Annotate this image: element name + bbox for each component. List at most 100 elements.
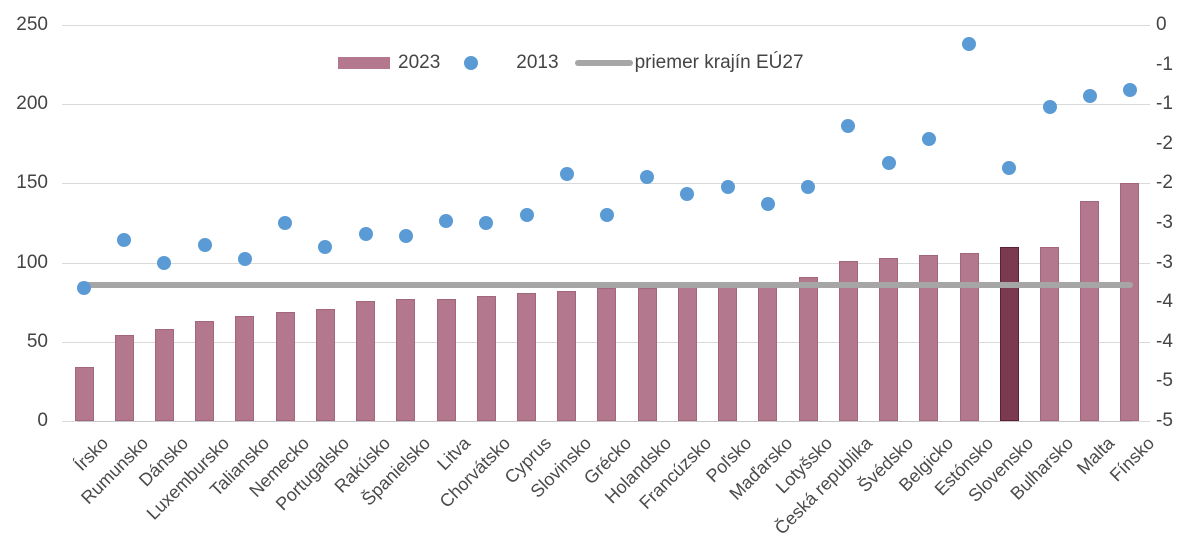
y-axis-label-right: -2 (1156, 172, 1173, 194)
legend-label-2013: 2013 (516, 52, 559, 73)
bar-2023 (798, 276, 818, 421)
gridline (62, 183, 1140, 185)
bar-2023 (74, 367, 94, 421)
dot-2013 (760, 196, 775, 211)
dot-2013 (398, 228, 413, 243)
y-axis-label-right: 0 (1156, 14, 1167, 35)
dot-2013 (197, 238, 212, 253)
dot-2013 (720, 179, 735, 194)
left-tick (62, 104, 78, 106)
bar-2023 (1040, 246, 1060, 421)
eu27-average-line (78, 281, 1133, 288)
left-tick (62, 341, 78, 343)
dot-swatch-icon (464, 56, 479, 70)
legend-label-eu27-average: priemer krajín EÚ27 (634, 52, 804, 73)
bar-swatch-icon (338, 57, 390, 69)
dot-2013 (1002, 160, 1017, 175)
y-axis-label-right: -5 (1156, 370, 1173, 392)
line-swatch-icon (574, 60, 633, 66)
bar-2023 (476, 295, 496, 421)
bar-2023 (758, 286, 778, 421)
y-axis-label-right: -1 (1156, 93, 1173, 115)
right-tick (1132, 421, 1150, 422)
bar-2023 (275, 311, 295, 421)
y-axis-label-right: -3 (1156, 212, 1173, 233)
y-axis-label-right: -5 (1156, 410, 1173, 431)
x-axis-label: Fínsko (1105, 433, 1159, 486)
bar-2023 (356, 300, 376, 421)
y-axis-label-left: 100 (16, 251, 48, 273)
legend-item-eu27-average: priemer krajín EÚ27 (574, 52, 804, 74)
dot-2013 (801, 179, 816, 194)
bar-2023 (879, 257, 899, 421)
bar-2023 (195, 321, 215, 421)
left-tick (62, 421, 78, 422)
dot-2013 (439, 214, 454, 229)
y-axis-label-right: -4 (1156, 291, 1173, 313)
dot-2013 (157, 255, 172, 270)
y-axis-label-left: 150 (16, 172, 48, 194)
dot-2013 (77, 280, 91, 295)
right-tick (1132, 104, 1150, 106)
dot-2013 (1042, 100, 1057, 115)
legend: 2023 2013 priemer krajín EÚ27 (338, 50, 804, 76)
bar-2023 (154, 329, 174, 421)
dot-2013 (559, 166, 574, 181)
left-tick (62, 183, 78, 185)
dot-2013 (881, 155, 896, 170)
gridline (62, 25, 1140, 26)
left-tick (62, 25, 78, 26)
gridline (62, 262, 1140, 264)
y-axis-label-right: -1 (1156, 53, 1173, 75)
bar-2023 (235, 316, 255, 421)
bar-2023 (557, 291, 577, 421)
gridline (62, 104, 1140, 106)
dot-2013 (358, 227, 373, 242)
dot-2013 (962, 37, 977, 51)
y-axis-label-left: 0 (37, 410, 48, 431)
y-axis-label-left: 250 (16, 14, 48, 35)
dot-2013 (921, 132, 936, 147)
bar-2023-highlight-slovensko (999, 246, 1019, 421)
bar-2023 (677, 286, 697, 421)
left-tick (62, 262, 78, 264)
legend-label-2023: 2023 (398, 52, 441, 73)
dot-2013 (841, 119, 856, 134)
dot-2013 (599, 208, 614, 223)
bar-2023 (637, 287, 657, 421)
y-axis-label-right: -3 (1156, 251, 1173, 273)
bar-2023 (919, 254, 939, 421)
dot-2013 (117, 233, 132, 248)
y-axis-label-right: -4 (1156, 330, 1173, 352)
bar-2023 (1080, 200, 1100, 421)
bar-2023 (517, 292, 537, 421)
y-axis-label-left: 50 (26, 330, 48, 352)
legend-item-2013: 2013 (464, 52, 559, 74)
dot-2013 (640, 170, 655, 185)
dot-2013 (318, 239, 333, 254)
dot-2013 (680, 187, 695, 202)
right-tick (1132, 25, 1150, 26)
bar-2023 (718, 286, 738, 421)
dot-2013 (479, 216, 494, 230)
dot-2013 (278, 216, 293, 230)
bar-2023 (1120, 183, 1140, 421)
bar-2023 (959, 253, 979, 421)
dot-2013 (1122, 82, 1137, 97)
dot-2013 (519, 208, 534, 223)
bar-2023 (396, 299, 416, 421)
x-axis-line (62, 421, 1140, 422)
legend-item-2023: 2023 (338, 52, 440, 74)
bar-2023 (436, 299, 456, 421)
right-tick (1132, 262, 1150, 264)
bar-2023 (597, 287, 617, 421)
bar-2023 (114, 335, 134, 421)
bar-2023 (315, 308, 335, 421)
y-axis-label-right: -2 (1156, 132, 1173, 154)
dot-2013 (237, 252, 252, 267)
right-tick (1132, 341, 1150, 343)
y-axis-label-left: 200 (16, 93, 48, 115)
right-tick (1132, 183, 1150, 185)
bar-2023 (838, 261, 858, 421)
